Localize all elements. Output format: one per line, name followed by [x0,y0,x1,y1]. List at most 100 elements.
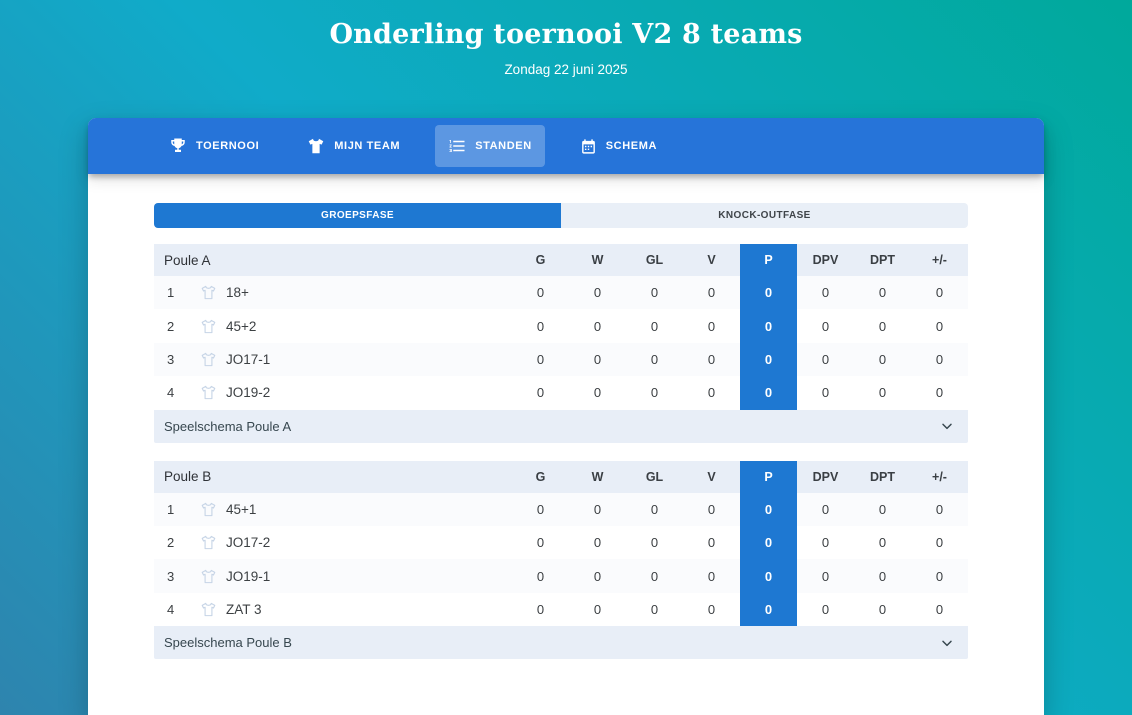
stat-cell-: 0 [935,501,944,517]
stat-cell-gl: 0 [650,285,659,301]
stat-cell-p: 0 [740,492,797,526]
main-card: TOERNOOI MIJN TEAM STANDEN SCHEMA GROEPSFAS… [88,118,1044,715]
column-header-gl: GL [645,253,664,267]
phase-tabs: GROEPSFASE KNOCK-OUTFASE [154,203,968,228]
page-header: Onderling toernooi V2 8 teams Zondag 22 … [0,0,1132,77]
poule-name: Poule A [164,252,211,268]
stat-cell-dpv: 0 [821,351,830,367]
stat-cell-: 0 [935,318,944,334]
stat-cell-g: 0 [536,285,545,301]
stat-cell-dpv: 0 [821,601,830,617]
table-row: 1 45+1 0 0 0 0 0 0 0 0 [154,492,968,526]
stat-cell-w: 0 [593,318,602,334]
stat-cell-gl: 0 [650,385,659,401]
team-name: JO17-1 [226,351,271,367]
team-rank: 2 [167,318,175,334]
trophy-icon [169,137,187,155]
team-shirt-icon [200,602,217,617]
stat-cell-g: 0 [536,385,545,401]
column-header-v: V [707,253,716,267]
team-name: 45+2 [226,318,257,334]
column-header-v: V [707,469,716,484]
stat-cell-p: 0 [740,376,797,410]
column-header-p: P [740,460,797,493]
stat-cell-: 0 [935,351,944,367]
column-header-dpv: DPV [812,253,839,267]
team-rank: 3 [167,568,175,584]
stat-cell-g: 0 [536,535,545,551]
speelschema-toggle-poule-a[interactable]: Speelschema Poule A [154,409,968,443]
stat-cell-v: 0 [707,351,716,367]
stat-cell-g: 0 [536,568,545,584]
stat-cell-w: 0 [593,385,602,401]
team-shirt-icon [200,535,217,550]
content-area: GROEPSFASE KNOCK-OUTFASE Poule A G W GL V P DPV… [154,203,968,660]
team-rank: 1 [167,501,175,517]
column-header-w: W [591,253,604,267]
chevron-down-icon [939,418,955,434]
stat-cell-p: 0 [740,309,797,343]
team-name: 45+1 [226,501,257,517]
stat-cell-dpt: 0 [878,285,887,301]
nav-item-label: MIJN TEAM [334,140,401,152]
nav-item-mijn-team[interactable]: MIJN TEAM [294,126,413,166]
stat-cell-dpv: 0 [821,535,830,551]
stat-cell-dpt: 0 [878,351,887,367]
stat-cell-p: 0 [740,342,797,377]
stat-cell-dpt: 0 [878,601,887,617]
team-shirt-icon [200,352,217,367]
table-row: 2 45+2 0 0 0 0 0 0 0 0 [154,309,968,343]
stat-cell-p: 0 [740,525,797,560]
nav-item-label: STANDEN [475,140,532,152]
stat-cell-: 0 [935,568,944,584]
table-row: 1 18+ 0 0 0 0 0 0 0 0 [154,276,968,310]
team-rank: 1 [167,285,175,301]
stat-cell-gl: 0 [650,568,659,584]
stat-cell-w: 0 [593,351,602,367]
team-rank: 2 [167,535,175,551]
poule-name: Poule B [164,469,212,485]
stat-cell-g: 0 [536,351,545,367]
stat-cell-v: 0 [707,285,716,301]
stat-cell-: 0 [935,285,944,301]
nav-item-label: SCHEMA [605,140,658,152]
team-shirt-icon [200,502,217,517]
stat-cell-dpt: 0 [878,535,887,551]
stat-cell-dpt: 0 [878,318,887,334]
stat-cell-v: 0 [707,318,716,334]
speelschema-label: Speelschema Poule B [164,635,292,651]
column-header-g: G [535,469,546,484]
table-row: 2 JO17-2 0 0 0 0 0 0 0 0 [154,525,968,560]
column-header-dpt: DPT [870,253,895,267]
nav-item-standen[interactable]: STANDEN [435,125,545,167]
poule-table-poule-a: Poule A G W GL V P DPV DPT +/- 1 18+ 0 0 0 0 0 0 0 0 2 45+2 0… [154,244,968,443]
nav-item-schema[interactable]: SCHEMA [567,126,670,167]
stat-cell-g: 0 [536,501,545,517]
tab-groepsfase[interactable]: GROEPSFASE [154,203,561,228]
numbered-list-icon [448,137,466,155]
standings-container: Poule A G W GL V P DPV DPT +/- 1 18+ 0 0 0 0 0 0 0 0 2 45+2 0… [154,244,968,660]
tab-knock-outfase[interactable]: KNOCK-OUTFASE [561,203,968,228]
poule-table-poule-b: Poule B G W GL V P DPV DPT +/- 1 45+1 0 0 0 0 0 0 0 0 2 JO17… [154,460,968,660]
poule-header-row: Poule B G W GL V P DPV DPT +/- [154,460,968,493]
team-rank: 4 [167,601,175,617]
stat-cell-w: 0 [593,601,602,617]
table-row: 3 JO17-1 0 0 0 0 0 0 0 0 [154,342,968,377]
team-shirt-icon [200,385,217,400]
stat-cell-p: 0 [740,276,797,310]
shirt-icon [307,138,325,154]
stat-cell-v: 0 [707,385,716,401]
team-shirt-icon [200,285,217,300]
stat-cell-dpv: 0 [821,568,830,584]
column-header-gl: GL [645,469,664,484]
stat-cell-v: 0 [707,601,716,617]
speelschema-toggle-poule-b[interactable]: Speelschema Poule B [154,626,968,660]
team-shirt-icon [200,569,217,584]
stat-cell-dpv: 0 [821,385,830,401]
team-rank: 4 [167,385,175,401]
page-subtitle: Zondag 22 juni 2025 [504,62,628,77]
stat-cell-p: 0 [740,592,797,627]
nav-item-toernooi[interactable]: TOERNOOI [156,125,272,167]
stat-cell-w: 0 [593,568,602,584]
stat-cell-: 0 [935,385,944,401]
